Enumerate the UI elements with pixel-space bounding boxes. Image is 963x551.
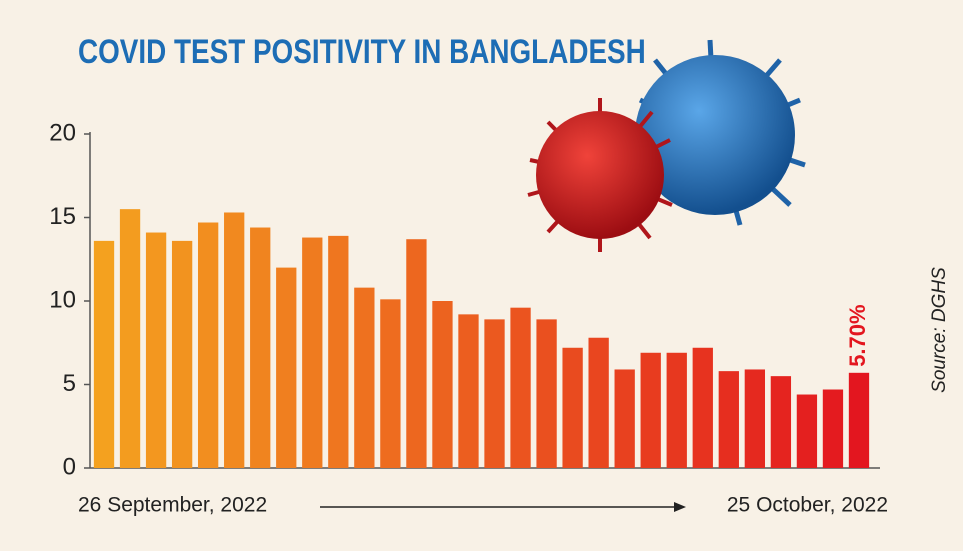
bar — [302, 237, 323, 468]
bar — [380, 299, 401, 468]
bar — [328, 235, 349, 468]
bar — [536, 319, 557, 468]
bar — [770, 376, 792, 468]
y-tick-label: 5 — [63, 370, 76, 397]
y-tick-label: 10 — [49, 286, 76, 313]
bar — [119, 209, 141, 468]
x-start-label: 26 September, 2022 — [78, 494, 267, 517]
source-note: Source: DGHS — [929, 267, 950, 393]
virus-illustration — [527, 39, 806, 252]
bar — [692, 347, 713, 468]
chart-title: COVID TEST POSITIVITY IN BANGLADESH — [78, 32, 646, 70]
bar — [822, 389, 844, 468]
bar — [276, 267, 297, 468]
y-tick-label: 0 — [63, 453, 76, 480]
bar — [458, 314, 479, 468]
bar — [354, 287, 375, 468]
title-group: COVID TEST POSITIVITY IN BANGLADESH — [78, 32, 646, 70]
bar — [484, 319, 505, 468]
bar — [406, 239, 427, 468]
x-end-label: 25 October, 2022 — [727, 494, 888, 517]
bar — [666, 352, 687, 468]
bar — [250, 227, 271, 468]
bar — [562, 347, 583, 468]
bar — [510, 307, 531, 468]
y-tick-label: 20 — [49, 119, 76, 146]
value-label: 5.70% — [845, 304, 870, 366]
y-tick-label: 15 — [49, 203, 76, 230]
bar — [145, 232, 167, 468]
bar — [796, 394, 818, 468]
bar — [224, 212, 245, 468]
bar — [614, 369, 635, 468]
bar — [197, 222, 219, 468]
bar — [718, 371, 739, 468]
bar — [744, 369, 766, 468]
bar — [588, 337, 609, 468]
bar — [93, 240, 115, 468]
bar — [848, 372, 870, 468]
bar — [640, 352, 661, 468]
bar — [171, 240, 193, 468]
bar — [432, 301, 453, 468]
arrow-head — [674, 502, 686, 512]
